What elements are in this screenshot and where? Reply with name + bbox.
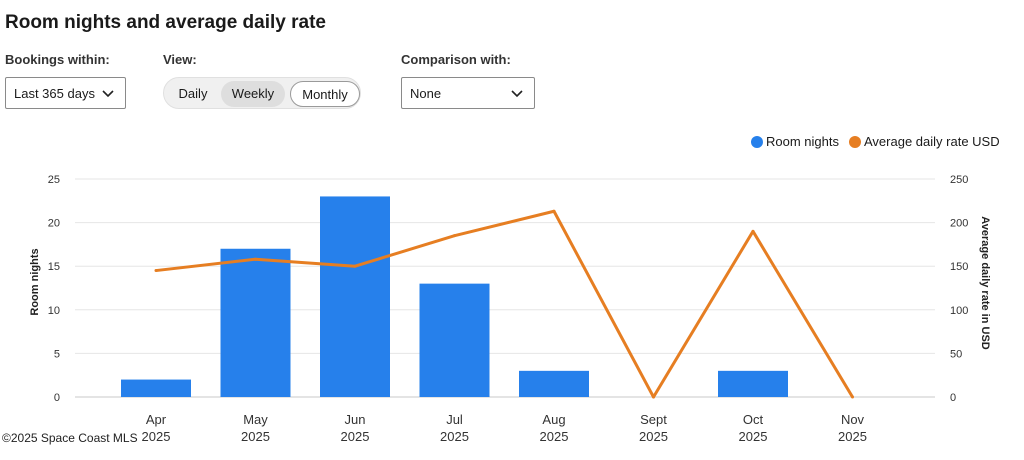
x-tick-label: Sept [640, 412, 667, 427]
chevron-down-icon [102, 90, 114, 98]
watermark: ©2025 Space Coast MLS [2, 431, 138, 445]
y2-tick-label: 50 [950, 348, 962, 360]
bar [419, 283, 490, 397]
view-label: View: [163, 52, 197, 67]
bookings-within-dropdown[interactable]: Last 365 days [5, 77, 126, 109]
bar [121, 379, 191, 397]
adr-point [751, 229, 755, 233]
x-tick-year: 2025 [838, 429, 867, 444]
adr-point [453, 234, 456, 238]
x-tick-year: 2025 [341, 429, 370, 444]
x-tick-year: 2025 [540, 429, 569, 444]
y2-tick-label: 250 [950, 174, 968, 186]
chevron-down-icon [511, 90, 523, 98]
view-toggle-group: Daily Weekly Monthly [163, 77, 361, 109]
x-tick-label: May [243, 412, 268, 427]
comparison-label: Comparison with: [401, 52, 511, 67]
adr-point [154, 269, 158, 273]
x-tick-year: 2025 [639, 429, 668, 444]
x-tick-label: Nov [841, 412, 865, 427]
legend-dot-blue [751, 135, 763, 148]
x-tick-year: 2025 [142, 429, 171, 444]
x-tick-label: Jul [446, 412, 463, 427]
legend-room-nights[interactable]: Room nights [751, 134, 839, 149]
x-tick-year: 2025 [739, 429, 768, 444]
y2-tick-label: 100 [950, 305, 968, 317]
chart-grid [75, 178, 935, 398]
bookings-within-value: Last 365 days [14, 85, 95, 101]
y2-tick-label: 0 [950, 392, 956, 404]
bar [320, 196, 390, 397]
y-tick-label: 5 [54, 348, 60, 360]
view-daily-button[interactable]: Daily [178, 86, 208, 101]
adr-line [155, 209, 854, 399]
adr-point [652, 395, 655, 399]
legend-adr[interactable]: Average daily rate USD [849, 134, 1000, 149]
view-weekly-button[interactable]: Weekly [221, 81, 285, 107]
y2-tick-label: 150 [950, 261, 968, 273]
y-tick-label: 25 [48, 174, 60, 186]
adr-point [851, 395, 854, 399]
page-title: Room nights and average daily rate [5, 12, 326, 33]
y-axis-title: Room nights [29, 248, 41, 315]
x-tick-label: Oct [743, 412, 764, 427]
y-tick-label: 0 [54, 392, 60, 404]
adr-point [552, 209, 556, 213]
y2-tick-label: 200 [950, 218, 968, 230]
bookings-within-label: Bookings within: [5, 52, 110, 67]
adr-point [353, 264, 357, 268]
y-tick-label: 20 [48, 218, 60, 230]
y-tick-label: 15 [48, 261, 60, 273]
view-monthly-button[interactable]: Monthly [290, 81, 360, 107]
x-tick-label: Aug [542, 412, 565, 427]
bar [220, 248, 291, 397]
x-tick-label: Apr [146, 412, 167, 427]
legend-dot-orange [849, 135, 861, 148]
y-tick-label: 10 [48, 305, 60, 317]
legend-room-nights-label: Room nights [766, 134, 839, 149]
bar-series [121, 196, 788, 397]
legend-adr-label: Average daily rate USD [864, 134, 1000, 149]
bar [718, 370, 788, 397]
bar [519, 370, 589, 397]
line-series [154, 209, 854, 399]
adr-point [254, 257, 257, 261]
comparison-value: None [410, 85, 442, 101]
y2-axis-title: Average daily rate in USD [979, 216, 991, 350]
chart-axes: 0 0 5 50 10 100 15 150 20 200 25 250 Apr 2025 May 2025 J… [48, 174, 969, 444]
x-tick-year: 2025 [440, 429, 469, 444]
x-tick-label: Jun [345, 412, 366, 427]
comparison-dropdown[interactable]: None [401, 77, 535, 109]
x-tick-year: 2025 [241, 429, 270, 444]
